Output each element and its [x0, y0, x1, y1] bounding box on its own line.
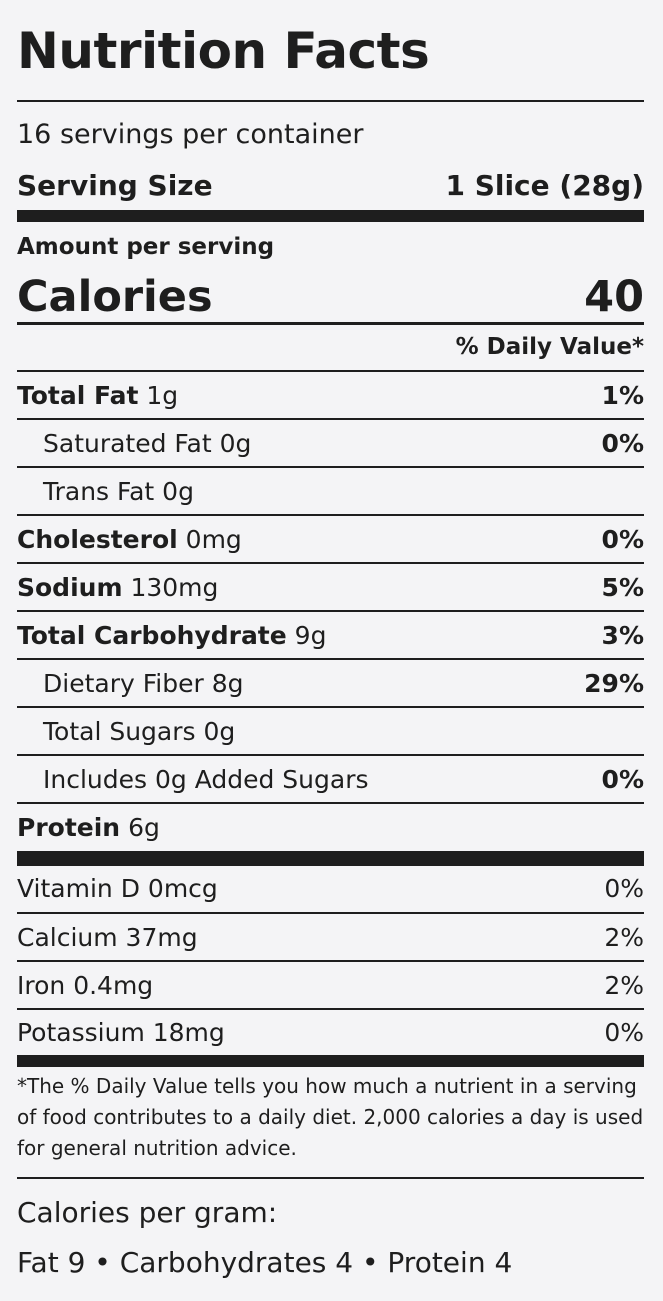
nutrient-row-dietary-fiber: Dietary Fiber 8g 29%: [17, 664, 644, 704]
divider: [17, 370, 644, 372]
divider: [17, 658, 644, 660]
divider: [17, 466, 644, 468]
nutrient-name: Saturated Fat: [43, 429, 212, 458]
nutrient-row-total-sugars: Total Sugars 0g: [17, 712, 644, 752]
divider: [17, 610, 644, 612]
divider: [17, 1177, 644, 1179]
thick-divider: [17, 210, 644, 222]
vitamin-daily-value: 2%: [604, 923, 644, 952]
divider: [17, 706, 644, 708]
nutrient-row-added-sugars: Includes 0g Added Sugars 0%: [17, 760, 644, 800]
serving-size-label: Serving Size: [17, 169, 213, 202]
nutrient-name: Dietary Fiber: [43, 669, 204, 698]
nutrient-row-total-carbohydrate: Total Carbohydrate 9g 3%: [17, 616, 644, 656]
serving-size-value: 1 Slice (28g): [445, 169, 644, 202]
vitamin-daily-value: 2%: [604, 971, 644, 1000]
calories-per-gram-values: Fat 9 • Carbohydrates 4 • Protein 4: [17, 1246, 513, 1279]
nutrient-row-saturated-fat: Saturated Fat 0g 0%: [17, 424, 644, 464]
label-title: Nutrition Facts: [17, 22, 430, 80]
thick-divider: [17, 1055, 644, 1067]
daily-value-header: % Daily Value*: [17, 330, 644, 364]
nutrient-daily-value: 3%: [601, 621, 644, 650]
nutrient-daily-value: 5%: [601, 573, 644, 602]
nutrient-amount: 8g: [211, 669, 244, 698]
vitamin-row-vitamin-d: Vitamin D 0mcg 0%: [17, 869, 644, 909]
nutrient-name: Protein: [17, 813, 121, 842]
divider: [17, 1008, 644, 1010]
nutrient-amount: 0g: [219, 429, 252, 458]
medium-divider: [17, 322, 644, 325]
nutrient-amount: 0mg: [185, 525, 242, 554]
nutrient-amount: 9g: [294, 621, 327, 650]
calories-value: 40: [584, 272, 644, 322]
nutrient-amount: 0g: [162, 477, 194, 506]
nutrient-daily-value: 29%: [584, 669, 644, 698]
daily-value-footnote: *The % Daily Value tells you how much a …: [17, 1074, 644, 1160]
nutrient-daily-value: 0%: [601, 765, 644, 794]
calories-per-gram-label: Calories per gram:: [17, 1196, 278, 1229]
nutrient-name: Total Sugars: [43, 717, 196, 746]
daily-value-header-text: % Daily Value*: [455, 334, 644, 360]
nutrient-name: Cholesterol: [17, 525, 178, 554]
nutrient-row-cholesterol: Cholesterol 0mg 0%: [17, 520, 644, 560]
nutrient-daily-value: 1%: [601, 381, 644, 410]
thick-divider: [17, 851, 644, 866]
nutrient-row-trans-fat: Trans Fat 0g: [17, 472, 644, 512]
vitamin-name: Potassium 18mg: [17, 1018, 225, 1047]
divider: [17, 802, 644, 804]
divider: [17, 912, 644, 914]
nutrient-name: Includes 0g Added Sugars: [43, 765, 369, 794]
nutrient-row-total-fat: Total Fat 1g 1%: [17, 376, 644, 416]
amount-per-serving: Amount per serving: [17, 234, 275, 260]
vitamin-row-potassium: Potassium 18mg 0%: [17, 1013, 644, 1053]
calories-row: Calories 40: [17, 270, 644, 324]
nutrient-row-protein: Protein 6g: [17, 808, 644, 848]
calories-label: Calories: [17, 272, 213, 322]
nutrient-daily-value: 0%: [601, 525, 644, 554]
divider: [17, 562, 644, 564]
nutrient-amount: 130mg: [130, 573, 219, 602]
divider: [17, 100, 644, 102]
nutrient-name: Total Carbohydrate: [17, 621, 287, 650]
servings-per-container: 16 servings per container: [17, 119, 364, 150]
nutrient-daily-value: 0%: [601, 429, 644, 458]
nutrient-amount: 6g: [128, 813, 160, 842]
nutrient-row-sodium: Sodium 130mg 5%: [17, 568, 644, 608]
vitamin-row-iron: Iron 0.4mg 2%: [17, 966, 644, 1006]
vitamin-daily-value: 0%: [604, 1018, 644, 1047]
divider: [17, 754, 644, 756]
vitamin-name: Iron 0.4mg: [17, 971, 154, 1000]
vitamin-daily-value: 0%: [604, 874, 644, 903]
divider: [17, 514, 644, 516]
divider: [17, 418, 644, 420]
divider: [17, 960, 644, 962]
nutrient-name: Total Fat: [17, 381, 139, 410]
nutrient-name: Trans Fat: [43, 477, 155, 506]
vitamin-name: Calcium 37mg: [17, 923, 198, 952]
vitamin-row-calcium: Calcium 37mg 2%: [17, 918, 644, 958]
nutrient-amount: 0g: [203, 717, 236, 746]
nutrient-name: Sodium: [17, 573, 123, 602]
nutrient-amount: 1g: [146, 381, 179, 410]
serving-size-row: Serving Size 1 Slice (28g): [17, 166, 644, 206]
vitamin-name: Vitamin D 0mcg: [17, 874, 218, 903]
